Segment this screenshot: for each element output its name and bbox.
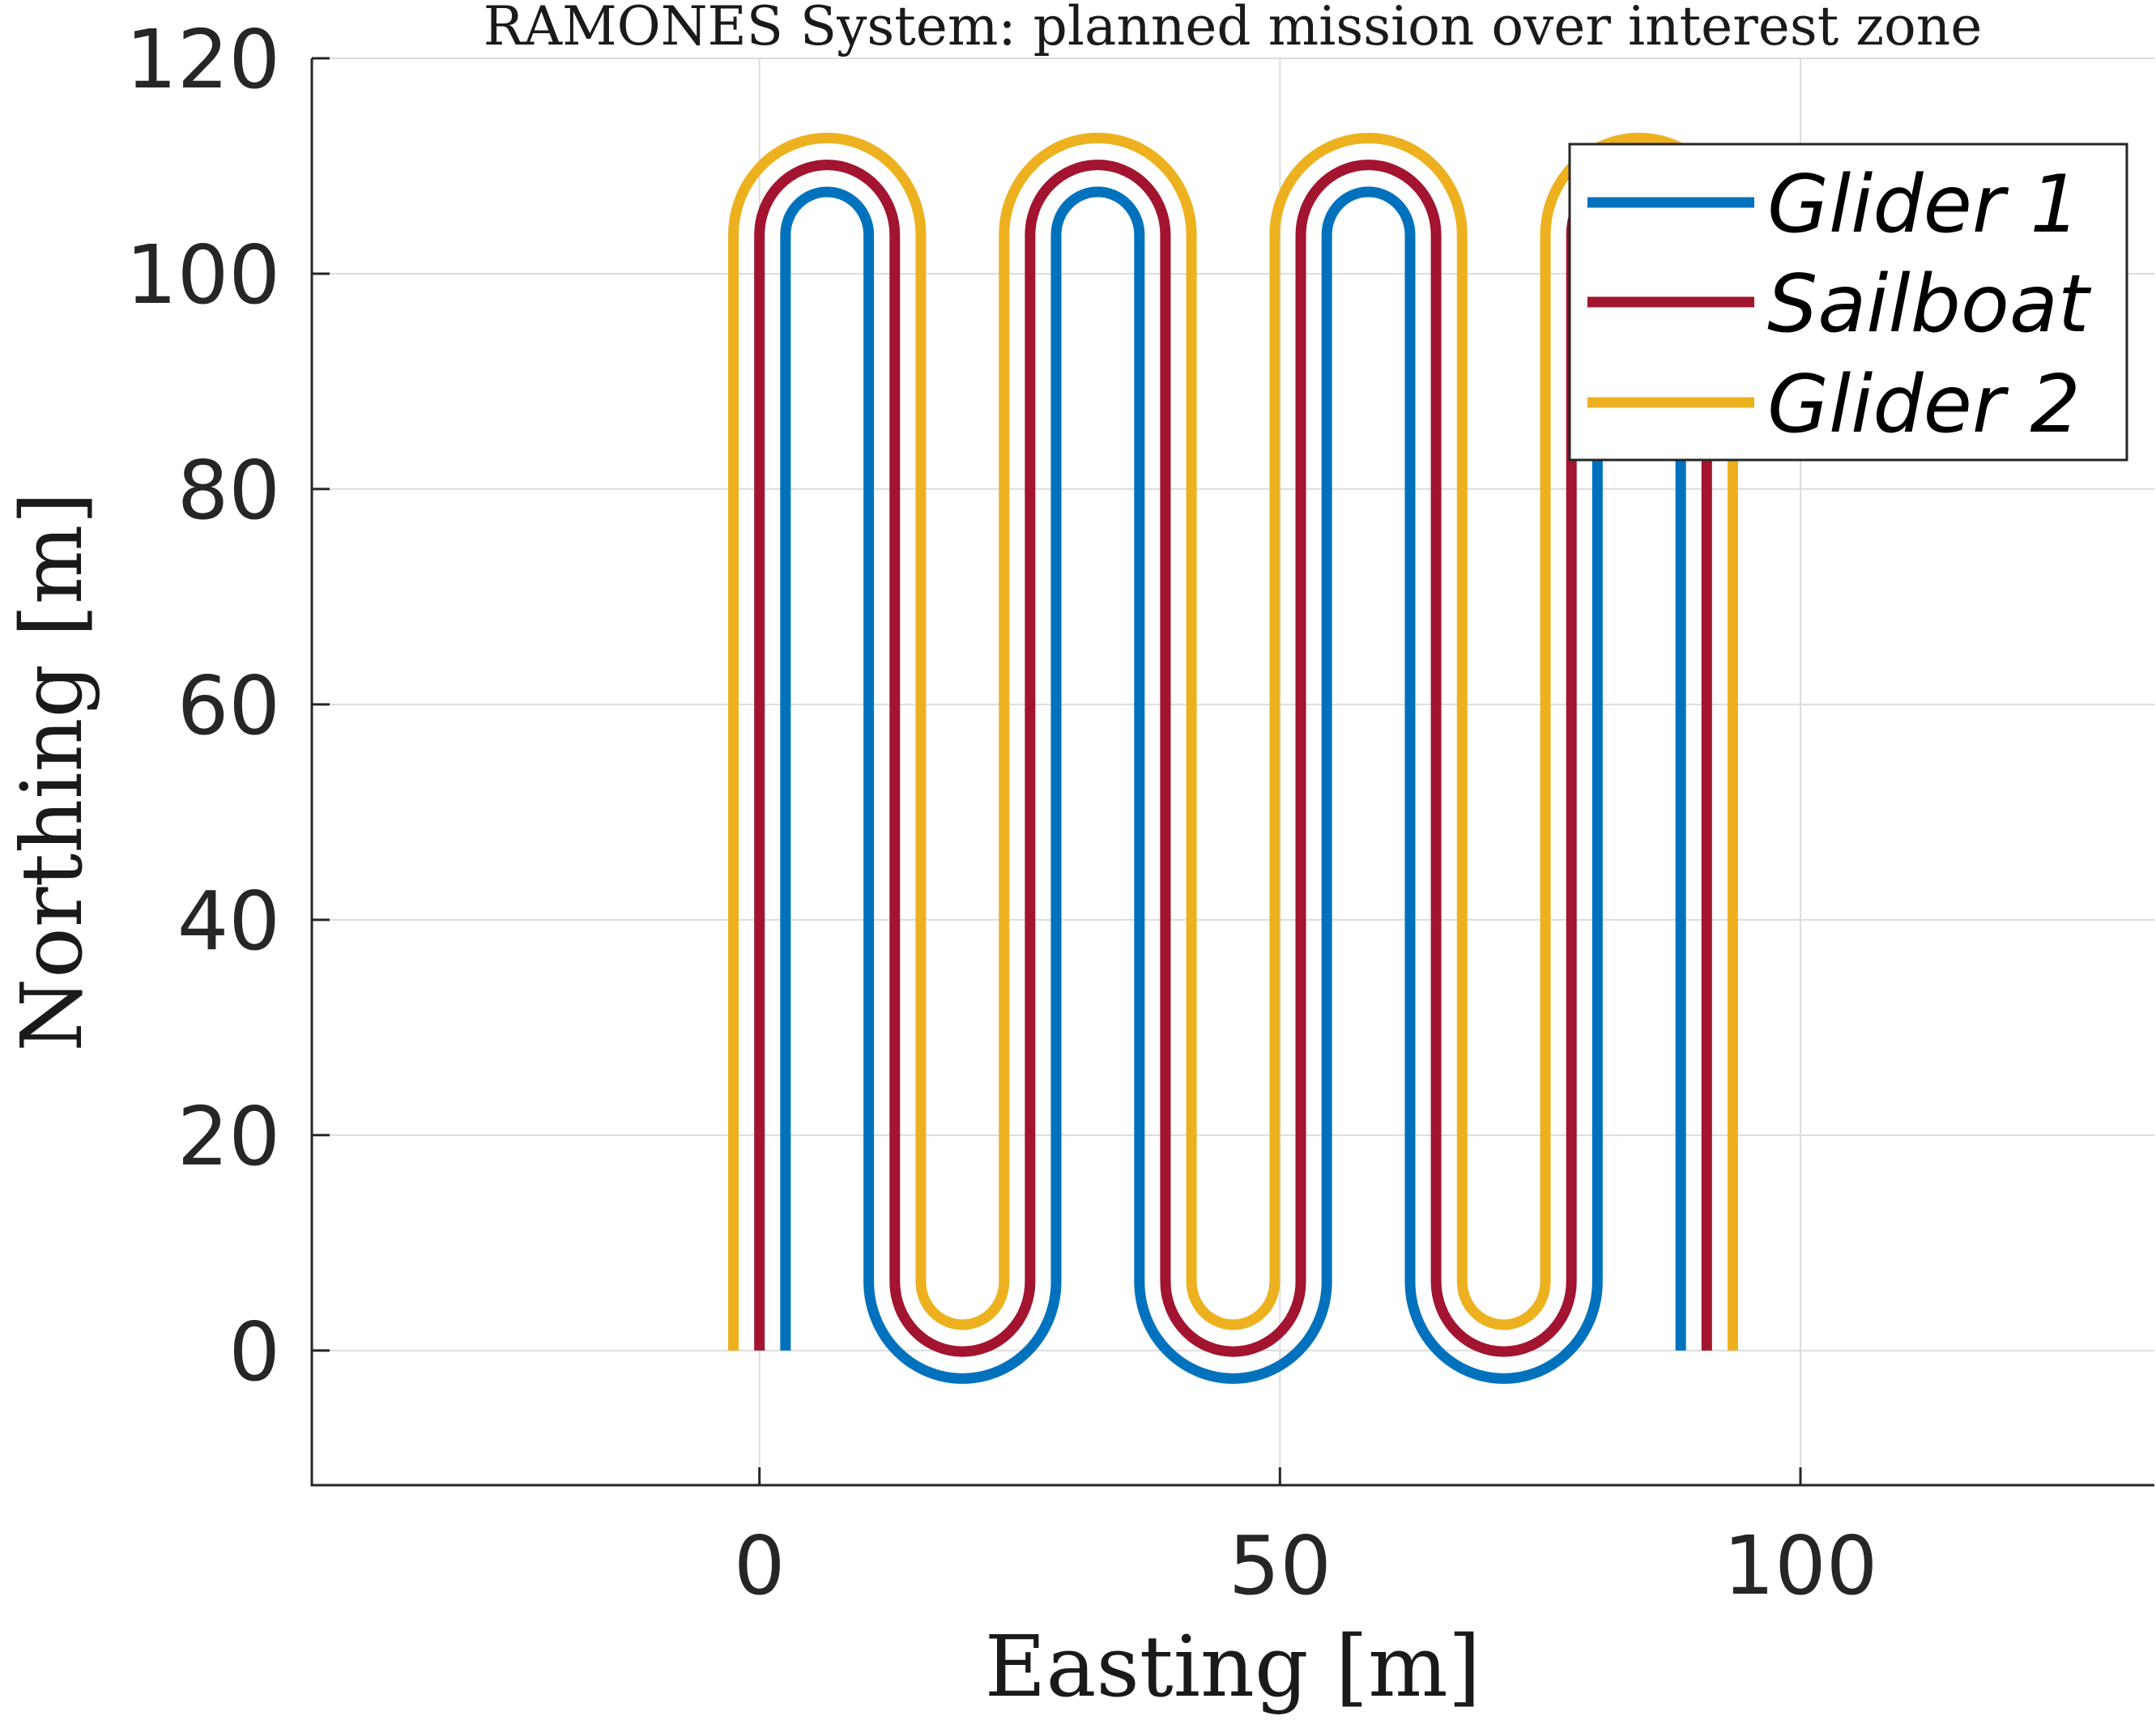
legend-label-sailboat: Sailboat xyxy=(1767,258,2092,351)
x-axis-label: Easting [m] xyxy=(985,1617,1481,1716)
x-tick-label: 0 xyxy=(734,1518,786,1613)
chart-title: RAMONES System: planned mission over int… xyxy=(484,0,1983,57)
tick-labels: 0 50 100 0 20 40 60 80 100 120 xyxy=(126,12,1877,1613)
series-line-glider-2 xyxy=(728,132,1738,1351)
legend-label-glider-1: Glider 1 xyxy=(1767,159,2081,251)
x-tick-label: 50 xyxy=(1229,1518,1332,1613)
y-axis-label: Northing [m] xyxy=(2,492,101,1052)
y-tick-label: 60 xyxy=(177,658,280,753)
y-tick-label: 40 xyxy=(177,874,280,969)
legend-label-glider-2: Glider 2 xyxy=(1767,359,2081,451)
axes-frame xyxy=(310,58,2154,1487)
y-tick-label: 100 xyxy=(126,228,280,322)
y-tick-label: 0 xyxy=(228,1305,280,1399)
y-tick-label: 20 xyxy=(177,1089,280,1184)
series-line-sailboat xyxy=(754,160,1712,1357)
y-tick-label: 80 xyxy=(177,443,280,538)
x-tick-label: 100 xyxy=(1724,1518,1878,1613)
y-tick-label: 120 xyxy=(126,12,280,107)
series-line-glider-1 xyxy=(780,186,1686,1384)
series-layer xyxy=(728,132,1738,1384)
